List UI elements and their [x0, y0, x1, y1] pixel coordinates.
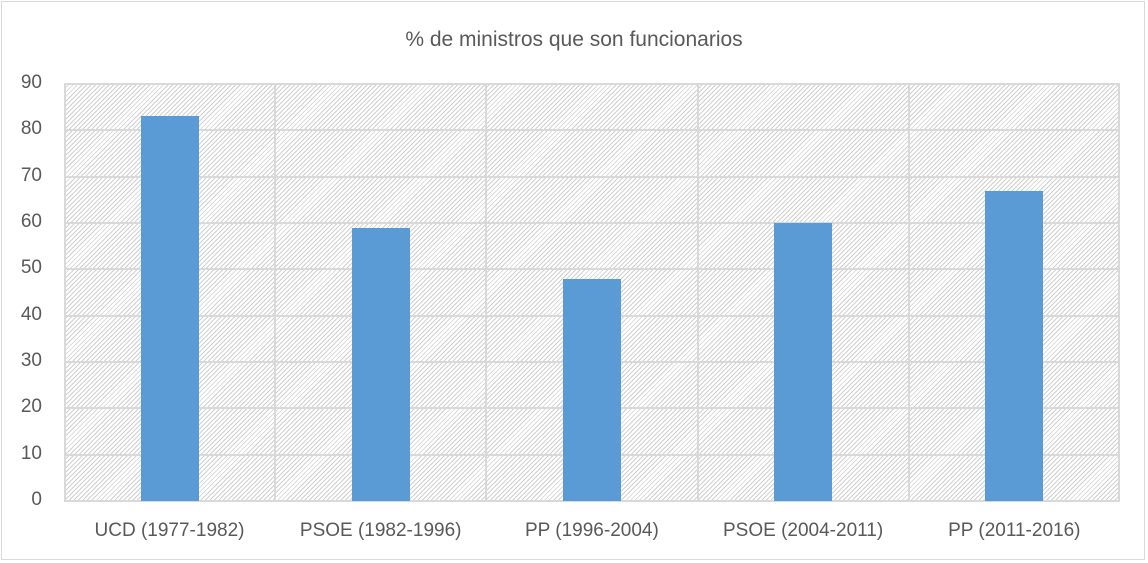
gridline-y-70: [64, 175, 1120, 178]
x-tick-label: PP (2011-2016): [948, 520, 1081, 541]
y-tick-label: 10: [20, 442, 42, 464]
bar: [563, 278, 621, 501]
gridline-y-80: [64, 129, 1120, 132]
gridline-x: [907, 84, 910, 501]
y-tick-label: 60: [20, 211, 42, 232]
bar: [774, 223, 833, 501]
y-tick-label: 0: [31, 489, 42, 510]
gridline-x: [274, 84, 277, 501]
y-tick-label: 40: [20, 303, 42, 325]
plot-area: [64, 83, 1120, 502]
y-tick-label: 80: [20, 118, 42, 140]
gridline-y-90: [64, 83, 1120, 85]
y-tick-label: 90: [20, 72, 42, 93]
y-tick-label: 70: [20, 164, 42, 186]
bar: [985, 190, 1044, 501]
bar: [140, 116, 199, 501]
gridline-y-60: [64, 222, 1120, 224]
x-tick-label: PSOE (2004-2011): [723, 520, 884, 541]
gridline-x: [485, 84, 488, 501]
x-tick-label: PP (1996-2004): [524, 520, 659, 541]
x-tick-label: UCD (1977-1982): [94, 520, 245, 541]
gridline-x: [696, 84, 699, 501]
gridline-y-50: [64, 268, 1120, 271]
y-tick-label: 20: [20, 396, 42, 418]
gridline-x: [64, 84, 66, 501]
x-tick-label: PSOE (1982-1996): [299, 520, 462, 541]
y-tick-label: 30: [20, 350, 42, 371]
y-tick-label: 50: [20, 257, 42, 279]
gridline-x: [1118, 84, 1120, 501]
chart-title: % de ministros que son funcionarios: [405, 28, 743, 51]
bar: [351, 227, 410, 501]
gridline-y-0: [64, 500, 1120, 502]
